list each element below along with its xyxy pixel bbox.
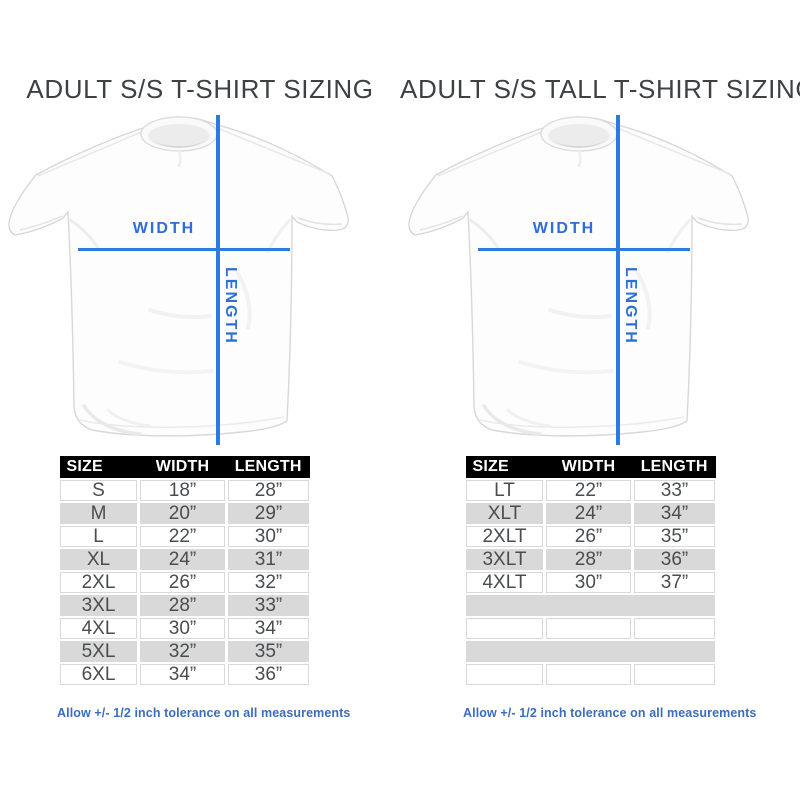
table-row: 4XL 30” 34” — [57, 616, 313, 641]
header-length: LENGTH — [234, 458, 302, 475]
size-cell: 6XL — [57, 662, 140, 687]
length-cell: 34” — [630, 501, 719, 526]
table-row: L 22” 30” — [57, 524, 313, 549]
size-cell: 2XL — [57, 570, 140, 595]
table-row: 5XL 32” 35” — [57, 639, 313, 664]
width-cell: 30” — [543, 570, 634, 595]
length-cell: 35” — [630, 524, 719, 549]
header-width: WIDTH — [155, 458, 210, 475]
table-row: 6XL 34” 36” — [57, 662, 313, 687]
width-cell: 18” — [137, 478, 228, 503]
length-cell: 28” — [224, 478, 313, 503]
empty-row-band — [462, 639, 719, 664]
width-measure-line — [478, 248, 690, 251]
table-row: M 20” 29” — [57, 501, 313, 526]
size-cell: 5XL — [57, 639, 140, 664]
width-label: WIDTH — [532, 220, 596, 237]
width-measure-line — [78, 248, 290, 251]
length-cell: 34” — [224, 616, 313, 641]
size-cell: L — [57, 524, 140, 549]
width-cell: 30” — [137, 616, 228, 641]
size-cell: M — [57, 501, 140, 526]
table-header-row: SIZE WIDTH LENGTH — [463, 454, 718, 480]
empty-cell — [543, 662, 634, 687]
width-cell: 28” — [137, 593, 228, 618]
table-row: LT 22” 33” — [463, 478, 719, 503]
table-row: XLT 24” 34” — [463, 501, 719, 526]
table-row — [463, 662, 719, 687]
shirt-diagram-tall: WIDTH LENGTH — [400, 110, 800, 450]
size-cell: LT — [463, 478, 546, 503]
size-cell: 3XLT — [463, 547, 546, 572]
size-cell: 4XL — [57, 616, 140, 641]
width-cell: 22” — [137, 524, 228, 549]
width-cell: 22” — [543, 478, 634, 503]
shirt-diagram-regular: WIDTH LENGTH — [0, 110, 400, 450]
table-row: 3XL 28” 33” — [57, 593, 313, 618]
size-cell: 4XLT — [463, 570, 546, 595]
tolerance-note: Allow +/- 1/2 inch tolerance on all meas… — [463, 706, 757, 720]
empty-cell — [463, 616, 546, 641]
width-label: WIDTH — [132, 220, 196, 237]
width-cell: 34” — [137, 662, 228, 687]
size-table-regular: SIZE WIDTH LENGTH S 18” 28” M 20” 29” L 22” 30” X… — [57, 454, 313, 687]
table-header-bar: SIZE WIDTH LENGTH — [57, 454, 312, 480]
width-cell: 24” — [137, 547, 228, 572]
table-row: 4XLT 30” 37” — [463, 570, 719, 595]
length-cell: 33” — [630, 478, 719, 503]
table-row — [463, 616, 719, 641]
header-size: SIZE — [66, 458, 103, 475]
length-cell: 36” — [224, 662, 313, 687]
table-row: 2XL 26” 32” — [57, 570, 313, 595]
length-measure-line — [616, 115, 620, 445]
header-size: SIZE — [472, 458, 509, 475]
length-cell: 30” — [224, 524, 313, 549]
length-cell: 29” — [224, 501, 313, 526]
header-length: LENGTH — [640, 458, 708, 475]
size-cell: 2XLT — [463, 524, 546, 549]
size-table-tall: SIZE WIDTH LENGTH LT 22” 33” XLT 24” 34” 2XLT 2… — [462, 454, 719, 687]
size-cell: XLT — [463, 501, 546, 526]
table-row — [462, 639, 719, 664]
length-cell: 35” — [224, 639, 313, 664]
length-cell: 36” — [630, 547, 719, 572]
table-row: 2XLT 26” 35” — [463, 524, 719, 549]
table-row: 3XLT 28” 36” — [463, 547, 719, 572]
tolerance-note: Allow +/- 1/2 inch tolerance on all meas… — [57, 706, 351, 720]
empty-cell — [543, 616, 634, 641]
empty-cell — [630, 662, 719, 687]
table-row: S 18” 28” — [57, 478, 313, 503]
header-width: WIDTH — [561, 458, 616, 475]
width-cell: 28” — [543, 547, 634, 572]
table-header-bar: SIZE WIDTH LENGTH — [463, 454, 718, 480]
empty-cell — [463, 662, 546, 687]
width-cell: 20” — [137, 501, 228, 526]
tshirt-illustration — [408, 116, 749, 437]
size-cell: 3XL — [57, 593, 140, 618]
table-header-row: SIZE WIDTH LENGTH — [57, 454, 312, 480]
panel-regular-sizing: ADULT S/S T-SHIRT SIZING — [0, 74, 400, 720]
length-cell: 31” — [224, 547, 313, 572]
length-label: LENGTH — [222, 267, 239, 345]
length-measure-line — [216, 115, 220, 445]
width-cell: 26” — [543, 524, 634, 549]
length-cell: 37” — [630, 570, 719, 595]
empty-cell — [630, 616, 719, 641]
table-row — [462, 593, 719, 618]
tshirt-illustration — [8, 116, 349, 437]
width-cell: 24” — [543, 501, 634, 526]
width-cell: 32” — [137, 639, 228, 664]
size-cell: XL — [57, 547, 140, 572]
panel-tall-sizing: ADULT S/S TALL T-SHIRT SIZING — [400, 0, 800, 800]
length-cell: 33” — [224, 593, 313, 618]
size-cell: S — [57, 478, 140, 503]
table-row: XL 24” 31” — [57, 547, 313, 572]
empty-row-band — [462, 593, 719, 618]
length-label: LENGTH — [622, 267, 639, 345]
panel-title-regular: ADULT S/S T-SHIRT SIZING — [26, 74, 374, 104]
width-cell: 26” — [137, 570, 228, 595]
length-cell: 32” — [224, 570, 313, 595]
panel-title-tall: ADULT S/S TALL T-SHIRT SIZING — [400, 74, 800, 104]
